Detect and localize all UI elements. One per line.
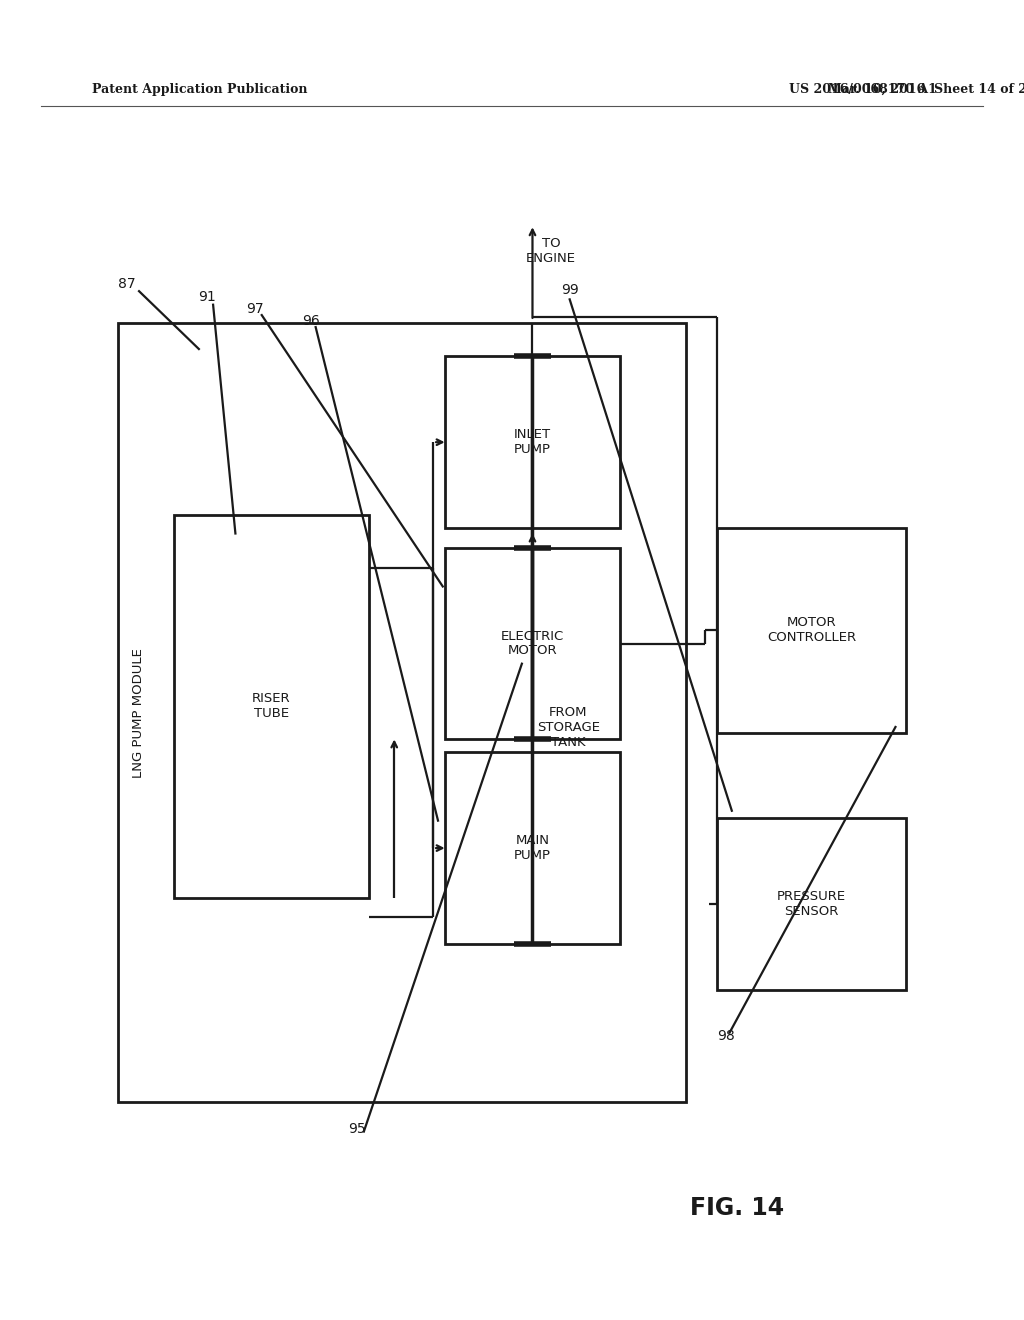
Polygon shape [118,323,686,1102]
Text: PRESSURE
SENSOR: PRESSURE SENSOR [777,890,846,919]
Text: 97: 97 [246,302,263,315]
Text: TO
ENGINE: TO ENGINE [526,236,575,265]
Text: ELECTRIC
MOTOR: ELECTRIC MOTOR [501,630,564,657]
Text: 95: 95 [348,1122,366,1135]
Text: FIG. 14: FIG. 14 [690,1196,784,1220]
Polygon shape [445,356,620,528]
Text: MAIN
PUMP: MAIN PUMP [514,834,551,862]
Text: MOTOR
CONTROLLER: MOTOR CONTROLLER [767,616,856,644]
Text: Patent Application Publication: Patent Application Publication [92,83,307,96]
Text: FROM
STORAGE
TANK: FROM STORAGE TANK [537,706,600,750]
Text: INLET
PUMP: INLET PUMP [514,428,551,457]
Polygon shape [717,528,906,733]
Text: US 2016/0068170 A1: US 2016/0068170 A1 [790,83,937,96]
Text: 87: 87 [118,277,135,290]
Text: 91: 91 [198,290,215,304]
Text: RISER
TUBE: RISER TUBE [252,692,291,721]
Text: 99: 99 [561,284,579,297]
Text: LNG PUMP MODULE: LNG PUMP MODULE [132,648,144,777]
Polygon shape [717,818,906,990]
Polygon shape [445,752,620,944]
Text: Mar. 10, 2016  Sheet 14 of 22: Mar. 10, 2016 Sheet 14 of 22 [828,83,1024,96]
Polygon shape [445,548,620,739]
Text: 98: 98 [717,1030,734,1043]
Polygon shape [174,515,369,898]
Text: 96: 96 [302,314,319,327]
